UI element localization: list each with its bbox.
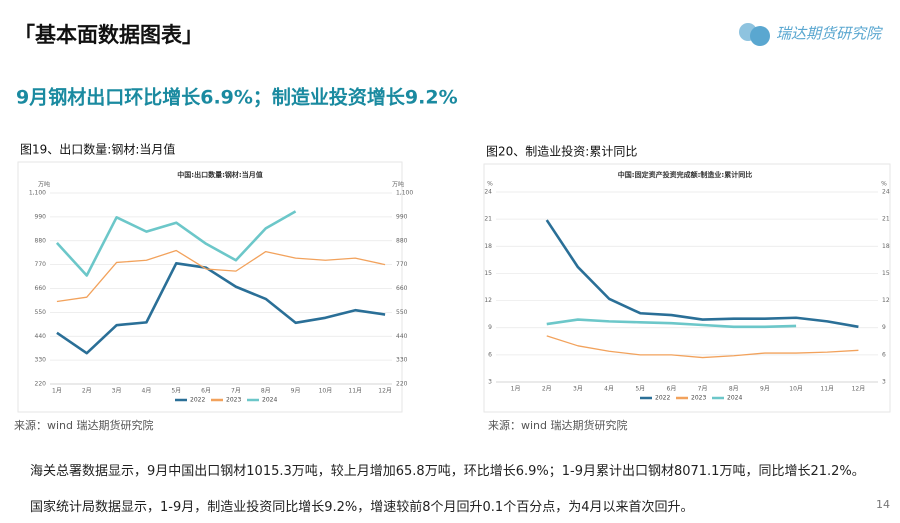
source: 来源：wind 瑞达期货研究院: [14, 418, 154, 432]
y2-tick-label: 220: [396, 381, 408, 388]
y2-tick-label: 18: [882, 243, 890, 250]
y2-tick-label: 550: [396, 309, 408, 316]
legend-label: 2022: [655, 395, 670, 402]
x-tick-label: 6月: [667, 386, 677, 393]
y-tick-label: 990: [35, 213, 47, 220]
x-tick-label: 2月: [542, 386, 552, 393]
y2-tick-label: 440: [396, 333, 408, 340]
chart-frame: [17, 161, 403, 413]
y-tick-label: 770: [35, 261, 47, 268]
x-tick-label: 8月: [729, 386, 739, 393]
x-tick-label: 4月: [142, 388, 152, 395]
y2-tick-label: 21: [882, 216, 890, 223]
x-tick-label: 2月: [82, 388, 92, 395]
y2-axis-unit: 万吨: [392, 181, 404, 189]
x-tick-label: 6月: [201, 388, 211, 395]
x-tick-label: 8月: [261, 388, 271, 395]
y2-tick-label: 24: [882, 189, 890, 196]
line-series: [56, 262, 386, 355]
x-tick-label: 9月: [760, 386, 770, 393]
logo-text: 瑞达期货研究院: [776, 25, 883, 43]
y-tick-label: 18: [484, 243, 492, 250]
x-tick-label: 1月: [511, 386, 521, 393]
line-series: [546, 318, 797, 329]
y2-tick-label: 6: [882, 351, 886, 358]
x-tick-label: 7月: [231, 388, 241, 395]
y2-tick-label: 770: [396, 261, 408, 268]
x-tick-label: 5月: [171, 388, 181, 395]
line-series: [546, 335, 859, 359]
line-series: [545, 219, 859, 329]
y-axis-unit: 万吨: [38, 181, 50, 189]
y-tick-label: 440: [35, 333, 47, 340]
y2-tick-label: 1,100: [396, 190, 413, 197]
y2-axis-unit: %: [881, 181, 887, 188]
x-tick-label: 1月: [52, 388, 62, 395]
y-tick-label: 9: [488, 324, 492, 331]
body-text: 国家统计局数据显示，1-9月，制造业投资同比增长9.2%，增速较前8个月回升0.…: [30, 500, 694, 515]
y-tick-label: 24: [484, 189, 492, 196]
y-tick-label: 330: [35, 357, 47, 364]
page-number: 14: [876, 498, 890, 511]
source: 来源：wind 瑞达期货研究院: [488, 418, 628, 432]
y-tick-label: 220: [35, 381, 47, 388]
legend-label: 2023: [226, 397, 241, 404]
caption: 图20、制造业投资:累计同比: [486, 144, 637, 159]
body-text: 海关总署数据显示，9月中国出口钢材1015.3万吨，较上月增加65.8万吨，环比…: [30, 464, 865, 479]
x-tick-label: 10月: [789, 386, 803, 393]
legend-label: 2022: [190, 397, 205, 404]
y-axis-unit: %: [487, 181, 493, 188]
x-tick-label: 3月: [112, 388, 122, 395]
x-tick-label: 4月: [604, 386, 614, 393]
y2-tick-label: 880: [396, 237, 408, 244]
slide-title: 「基本面数据图表」: [14, 23, 203, 47]
y-tick-label: 21: [484, 216, 492, 223]
y-tick-label: 3: [488, 379, 492, 386]
legend-label: 2024: [262, 397, 277, 404]
headline: 9月钢材出口环比增长6.9%；制造业投资增长9.2%: [16, 86, 458, 109]
legend-label: 2023: [691, 395, 706, 402]
x-tick-label: 5月: [635, 386, 645, 393]
line-series: [56, 249, 386, 303]
x-tick-label: 12月: [378, 388, 392, 395]
y-tick-label: 1,100: [29, 190, 46, 197]
y-tick-label: 12: [484, 297, 492, 304]
y2-tick-label: 330: [396, 357, 408, 364]
x-tick-label: 11月: [820, 386, 834, 393]
x-tick-label: 3月: [573, 386, 583, 393]
y-tick-label: 880: [35, 237, 47, 244]
y-tick-label: 550: [35, 309, 47, 316]
x-tick-label: 11月: [348, 388, 362, 395]
y-tick-label: 660: [35, 285, 47, 292]
legend-label: 2024: [727, 395, 742, 402]
line-series: [55, 210, 297, 277]
y2-tick-label: 12: [882, 297, 890, 304]
logo-icon: [750, 26, 770, 46]
chart-frame: [483, 163, 891, 413]
y-tick-label: 15: [484, 270, 492, 277]
x-tick-label: 12月: [852, 386, 866, 393]
y2-tick-label: 660: [396, 285, 408, 292]
y2-tick-label: 15: [882, 270, 890, 277]
chart-title: 中国:固定资产投资完成额:制造业:累计同比: [618, 170, 752, 179]
x-tick-label: 10月: [319, 388, 333, 395]
caption: 图19、出口数量:钢材:当月值: [20, 142, 175, 157]
chart-title: 中国:出口数量:钢材:当月值: [177, 170, 262, 179]
y2-tick-label: 3: [882, 379, 886, 386]
y2-tick-label: 9: [882, 324, 886, 331]
y-tick-label: 6: [488, 351, 492, 358]
y2-tick-label: 990: [396, 213, 408, 220]
x-tick-label: 9月: [291, 388, 301, 395]
x-tick-label: 7月: [698, 386, 708, 393]
